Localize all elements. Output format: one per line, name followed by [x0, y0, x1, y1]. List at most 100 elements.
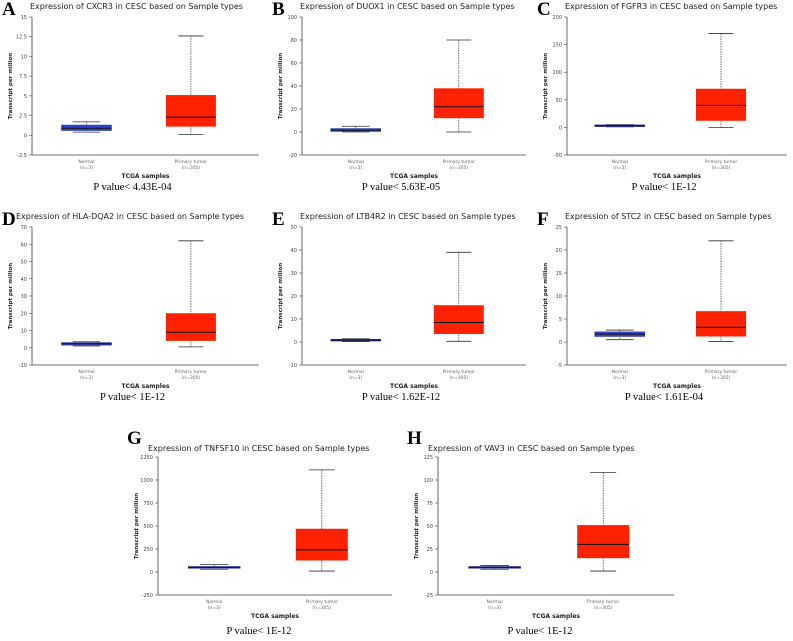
y-tick-label: -20	[289, 153, 297, 159]
y-tick-label: 100	[423, 478, 433, 484]
panel-letter: C	[537, 0, 551, 20]
y-tick-label: 100	[287, 15, 297, 21]
y-tick-label: 30	[291, 271, 297, 277]
y-tick-label: 5	[559, 317, 562, 323]
y-tick-label: 0	[430, 570, 433, 576]
x-category-label: Normal	[486, 599, 502, 605]
x-category-label: Primary tumor	[705, 369, 738, 375]
tumor-box	[696, 88, 746, 121]
x-axis-label: TCGA samples	[653, 383, 701, 390]
boxplot-panel-a: A Expression of CXCR3 in CESC based on Sa…	[0, 0, 265, 196]
y-tick-label: 10	[21, 329, 27, 335]
x-category-label: Normal	[78, 159, 94, 165]
chart-title: Expression of DUOX1 in CESC based on Sam…	[300, 2, 515, 11]
panel-letter: E	[272, 209, 285, 230]
y-axis-label: Transcript per million	[543, 263, 549, 329]
chart-title: Expression of HLA-DQA2 in CESC based on …	[16, 212, 245, 221]
y-tick-label: 75	[427, 501, 433, 507]
y-tick-label: 0	[294, 130, 297, 136]
x-axis-label: TCGA samples	[251, 613, 299, 620]
y-tick-label: 15	[21, 15, 27, 21]
y-tick-label: 40	[291, 84, 297, 90]
x-category-n: (n=305)	[712, 375, 731, 381]
y-tick-label: 40	[21, 277, 27, 283]
y-tick-label: 10	[21, 54, 27, 60]
boxplot-panel-c: C Expression of FGFR3 in CESC based on Sa…	[535, 0, 793, 196]
x-category-n: (n=3)	[349, 375, 362, 381]
y-tick-label: 30	[21, 294, 27, 300]
y-axis-label: Transcript per million	[8, 53, 14, 119]
p-value: P value< 1E-12	[226, 626, 292, 637]
y-tick-label: 100	[552, 70, 562, 76]
p-value: P value< 1E-12	[631, 182, 697, 193]
x-category-label: Normal	[348, 159, 364, 165]
y-tick-label: 60	[291, 61, 297, 67]
x-category-n: (n=305)	[449, 165, 468, 171]
boxplot-svg: -250 0 250 500 750 1000 1250 Transcript per mil…	[134, 455, 392, 620]
chart-title: Expression of TNFSF10 in CESC based on S…	[148, 444, 370, 453]
x-category-n: (n=3)	[613, 165, 626, 171]
panel-letter: A	[2, 0, 16, 20]
x-category-label: Primary tumor	[306, 599, 339, 605]
y-tick-label: 5	[24, 94, 27, 100]
y-tick-label: 0	[150, 570, 153, 576]
boxplot-svg: -10 0 10 20 30 40 50 60 70 Transcript per million…	[8, 225, 259, 390]
panel-letter: D	[2, 209, 16, 230]
tumor-box	[696, 311, 746, 337]
x-category-n: (n=3)	[208, 605, 221, 611]
panel-letter: B	[272, 0, 285, 20]
y-tick-label: 50	[427, 524, 433, 530]
p-value: P value< 4.43E-04	[93, 182, 172, 193]
x-category-label: Primary tumor	[705, 159, 738, 165]
y-tick-label: 15	[556, 271, 562, 277]
y-tick-label: 150	[552, 43, 562, 49]
y-axis-label: Transcript per million	[414, 493, 420, 559]
y-tick-label: 40	[291, 248, 297, 254]
tumor-box	[165, 95, 216, 127]
x-category-label: Normal	[78, 369, 94, 375]
x-category-label: Normal	[348, 369, 364, 375]
x-category-n: (n=3)	[80, 165, 93, 171]
x-category-label: Normal	[612, 369, 628, 375]
y-axis-label: Transcript per million	[134, 493, 140, 559]
boxplot-panel-e: E Expression of LTB4R2 in CESC based on S…	[270, 209, 532, 406]
x-category-n: (n=305)	[449, 375, 468, 381]
y-tick-label: 0	[24, 346, 27, 352]
y-tick-label: 1000	[140, 478, 153, 484]
boxplot-svg: -50 0 50 100 150 200 Transcript per million Nor…	[543, 15, 787, 180]
y-tick-label: 80	[291, 38, 297, 44]
x-category-n: (n=3)	[613, 375, 626, 381]
y-tick-label: 12.5	[16, 35, 27, 41]
chart-title: Expression of STC2 in CESC based on Samp…	[565, 212, 772, 221]
y-tick-label: -250	[142, 593, 153, 599]
tumor-box	[165, 313, 216, 341]
x-axis-label: TCGA samples	[390, 383, 438, 390]
y-tick-label: -25	[425, 593, 433, 599]
y-tick-label: 20	[556, 248, 562, 254]
y-tick-label: 50	[291, 225, 297, 231]
boxplot-panel-g: G Expression of TNFSF10 in CESC based on …	[120, 410, 398, 641]
y-tick-label: 125	[423, 455, 433, 461]
y-axis-label: Transcript per million	[278, 53, 284, 119]
y-tick-label: 7.5	[19, 74, 27, 80]
y-axis-label: Transcript per million	[278, 263, 284, 329]
boxplot-svg: -10 0 10 20 30 40 50 Transcript per million Norm…	[278, 225, 526, 390]
chart-title: Expression of CXCR3 in CESC based on Sam…	[30, 2, 243, 11]
p-value: P value< 5.63E-05	[361, 182, 441, 193]
y-tick-label: 0	[559, 340, 562, 346]
boxplot-panel-h: H Expression of VAV3 in CESC based on Sam…	[400, 410, 680, 641]
y-tick-label: 10	[556, 294, 562, 300]
chart-title: Expression of FGFR3 in CESC based on Sam…	[565, 2, 778, 11]
boxplot-panel-f: F Expression of STC2 in CESC based on Sam…	[535, 209, 793, 406]
y-tick-label: 0	[24, 133, 27, 139]
y-tick-label: 500	[143, 524, 153, 530]
y-tick-label: 60	[21, 242, 27, 248]
y-tick-label: 250	[143, 547, 153, 553]
boxplot-panel-d: D Expression of HLA-DQA2 in CESC based on…	[0, 209, 265, 406]
y-tick-label: 200	[552, 15, 562, 21]
x-axis-label: TCGA samples	[653, 173, 701, 180]
y-tick-label: 70	[21, 225, 27, 231]
x-category-n: (n=305)	[182, 375, 201, 381]
panel-letter: F	[537, 209, 549, 230]
y-tick-label: 20	[291, 294, 297, 300]
